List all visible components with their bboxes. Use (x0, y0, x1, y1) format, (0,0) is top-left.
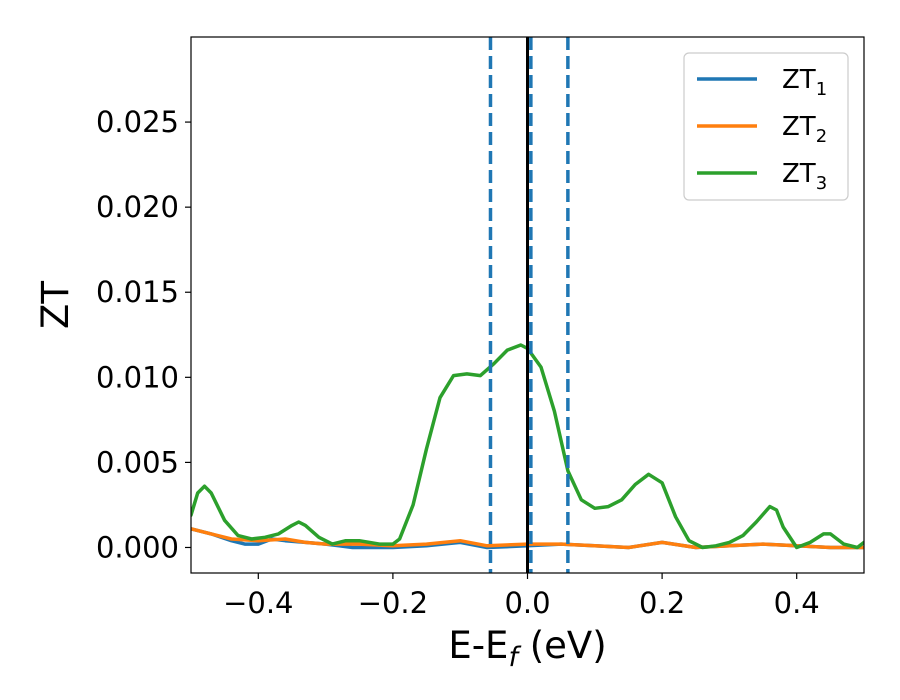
legend: ZT1 ZT2 ZT3 (683, 52, 849, 201)
legend-label-1: ZT1 (782, 65, 827, 100)
y-tick-label: 0.020 (96, 190, 179, 224)
y-tick-label: 0.015 (96, 275, 179, 309)
x-tick-label: 0.0 (504, 586, 550, 620)
x-tick-label: −0.2 (358, 586, 428, 620)
x-axis-label: E-Ef (eV) (448, 624, 606, 673)
axis-ticks: −0.4 −0.2 0.0 0.2 0.4 0.000 0.005 0.010 0.015 0.0… (96, 105, 820, 620)
x-tick-label: −0.4 (223, 586, 293, 620)
y-axis-label: ZT (34, 281, 77, 329)
y-tick-label: 0.025 (96, 105, 179, 139)
legend-label-2: ZT2 (782, 112, 827, 147)
x-tick-label: 0.2 (639, 586, 685, 620)
legend-label-3: ZT3 (782, 159, 827, 194)
y-tick-label: 0.000 (96, 530, 179, 564)
y-tick-label: 0.010 (96, 360, 179, 394)
plot-data-layer (191, 37, 864, 573)
y-tick-label: 0.005 (96, 445, 179, 479)
series-line-2 (191, 527, 864, 550)
series-line-3 (191, 343, 864, 550)
legend-box (683, 52, 849, 201)
x-tick-label: 0.4 (774, 586, 820, 620)
